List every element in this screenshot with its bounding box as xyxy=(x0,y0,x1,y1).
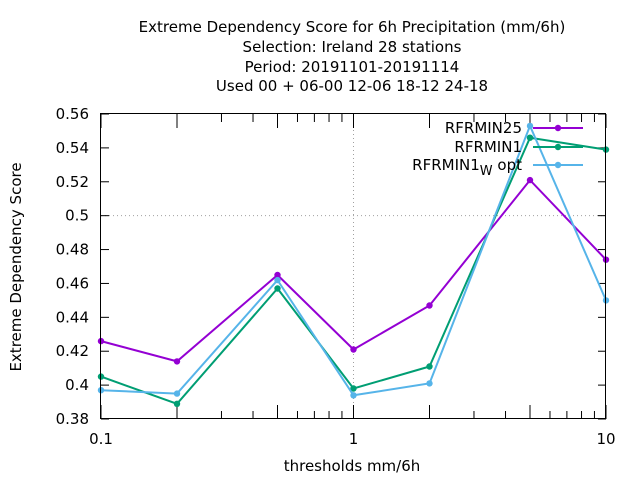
series-layer xyxy=(97,122,610,407)
x-tick-label: 10 xyxy=(596,430,615,448)
data-point xyxy=(426,380,433,387)
y-tick-label: 0.54 xyxy=(56,139,89,157)
title-line-1: Extreme Dependency Score for 6h Precipit… xyxy=(139,18,566,36)
grid xyxy=(101,114,606,419)
ticks: 0.38 0.4 0.42 0.44 0.46 0.48 0.5 0.52 0.54 0.56 0.… xyxy=(56,105,616,448)
y-axis-title: Extreme Dependency Score xyxy=(7,162,25,371)
data-point xyxy=(426,363,433,370)
y-tick-label: 0.38 xyxy=(56,410,89,428)
legend-swatch-marker xyxy=(554,124,562,132)
data-point xyxy=(350,392,357,399)
legend-swatch-marker xyxy=(554,143,562,151)
y-tick-label: 0.48 xyxy=(56,241,89,259)
legend-label-rfrmin1w-main: RFRMIN1 xyxy=(412,156,480,174)
x-tick-label: 1 xyxy=(349,430,359,448)
y-tick-label: 0.4 xyxy=(65,376,89,394)
legend-label-rfrmin1w-rest: opt xyxy=(493,156,522,174)
data-point xyxy=(274,285,281,292)
legend-label-rfrmin1w-opt: RFRMIN1W opt xyxy=(412,156,522,179)
data-point xyxy=(350,385,357,392)
plot-frame xyxy=(100,113,606,419)
legend-swatches xyxy=(533,124,583,169)
data-point xyxy=(426,302,433,309)
x-tick-label: 0.1 xyxy=(89,430,113,448)
x-axis-title: thresholds mm/6h xyxy=(284,457,421,475)
data-point xyxy=(274,276,281,284)
y-tick-label: 0.52 xyxy=(56,173,89,191)
legend: RFRMIN25 RFRMIN1 RFRMIN1W opt xyxy=(412,119,583,179)
title-line-3: Period: 20191101-20191114 xyxy=(245,58,460,76)
series-2 xyxy=(97,122,610,399)
y-tick-label: 0.56 xyxy=(56,105,89,123)
data-point xyxy=(526,122,534,130)
legend-label-rfrmin1w-sub: W xyxy=(480,164,493,179)
series-1 xyxy=(97,134,610,407)
legend-swatch-marker xyxy=(554,161,562,169)
legend-label-rfrmin1: RFRMIN1 xyxy=(454,138,522,156)
title-line-2: Selection: Ireland 28 stations xyxy=(243,38,462,56)
y-tick-label: 0.42 xyxy=(56,342,89,360)
data-point xyxy=(274,271,281,279)
data-point xyxy=(526,134,534,141)
chart-title: Extreme Dependency Score for 6h Precipit… xyxy=(139,18,566,95)
y-tick-label: 0.44 xyxy=(56,308,89,326)
title-line-4: Used 00 + 06-00 12-06 18-12 24-18 xyxy=(216,77,488,95)
data-point xyxy=(173,390,181,397)
y-tick-label: 0.46 xyxy=(56,274,89,292)
data-point xyxy=(350,346,357,353)
data-point xyxy=(173,400,181,407)
legend-label-rfrmin25: RFRMIN25 xyxy=(445,119,522,137)
data-point xyxy=(173,358,181,365)
y-tick-label: 0.5 xyxy=(65,207,89,225)
data-point xyxy=(526,176,534,184)
